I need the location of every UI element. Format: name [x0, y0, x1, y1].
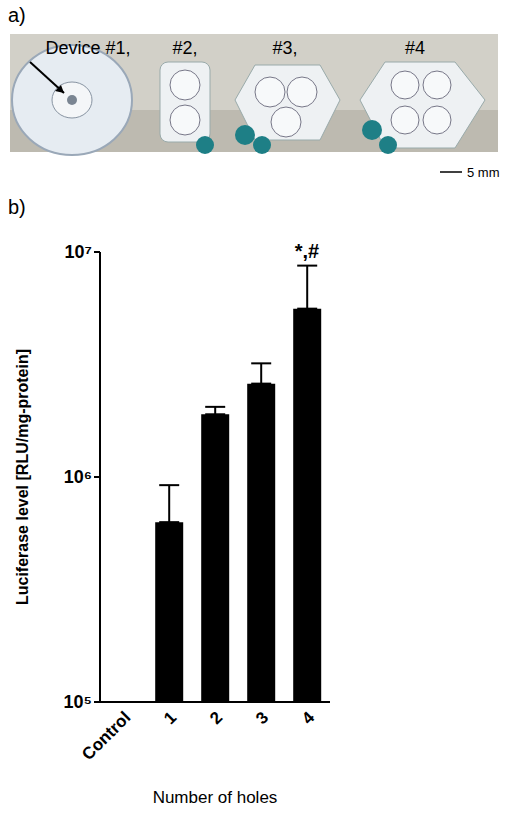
svg-text:#3,: #3, [272, 38, 297, 58]
svg-text:4: 4 [298, 708, 319, 729]
svg-text:3: 3 [252, 708, 272, 728]
svg-text:Luciferase level [RLU/mg-prote: Luciferase level [RLU/mg-protein] [14, 349, 31, 605]
html-text:a): a) [8, 4, 26, 26]
svg-text:5 mm: 5 mm [467, 165, 500, 180]
svg-text:1: 1 [160, 708, 180, 728]
svg-text:10⁵: 10⁵ [64, 692, 92, 712]
svg-text:#2,: #2, [172, 38, 197, 58]
svg-text:Control: Control [78, 708, 134, 764]
svg-text:*,#: *,# [295, 240, 319, 262]
svg-text:10⁷: 10⁷ [65, 242, 92, 262]
svg-text:2: 2 [206, 708, 226, 728]
svg-text:Number of holes: Number of holes [153, 788, 278, 807]
svg-text:Device #1,: Device #1, [45, 38, 130, 58]
svg-text:#4: #4 [405, 38, 425, 58]
html-text:b): b) [8, 196, 26, 218]
svg-text:10⁶: 10⁶ [64, 467, 92, 487]
